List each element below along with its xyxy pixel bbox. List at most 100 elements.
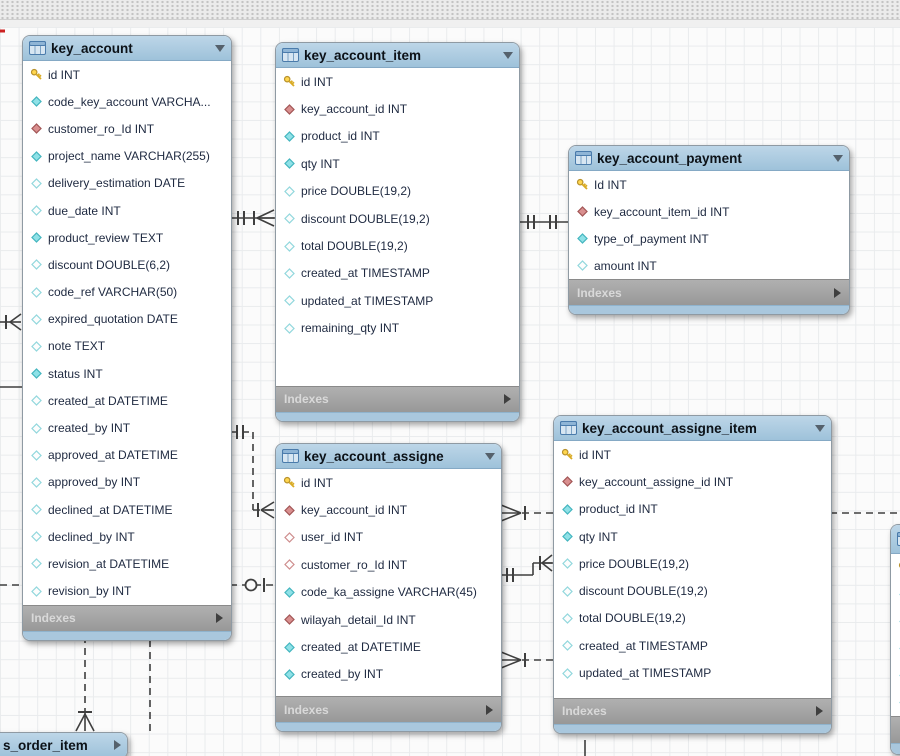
- column-row[interactable]: updated_at TIMESTAMP: [554, 659, 831, 686]
- indexes-section[interactable]: Indexes: [554, 697, 831, 724]
- column-row[interactable]: status INT: [23, 360, 231, 387]
- column-row[interactable]: qty INT: [554, 523, 831, 550]
- column-row[interactable]: [891, 635, 900, 662]
- column-row[interactable]: discount DOUBLE(19,2): [554, 577, 831, 604]
- column-row[interactable]: updated_at TIMESTAMP: [276, 287, 519, 314]
- column-row[interactable]: declined_at DATETIME: [23, 496, 231, 523]
- column-row[interactable]: product_id INT: [276, 123, 519, 150]
- column-row[interactable]: price DOUBLE(19,2): [554, 550, 831, 577]
- column-row[interactable]: declined_by INT: [23, 523, 231, 550]
- collapse-arrow-icon[interactable]: [485, 452, 495, 460]
- table-header[interactable]: key_account: [23, 36, 231, 61]
- column-label: approved_at DATETIME: [48, 448, 178, 463]
- indexes-section[interactable]: Indexes: [276, 385, 519, 412]
- column-row[interactable]: code_ref VARCHAR(50): [23, 279, 231, 306]
- key_account-to-key_account_item[interactable]: [230, 209, 275, 227]
- expand-arrow-icon[interactable]: [114, 740, 121, 750]
- column-row[interactable]: remaining_qty INT: [276, 315, 519, 342]
- table-key_account_item[interactable]: key_account_item id INT key_account_id INT…: [275, 42, 520, 422]
- column-row[interactable]: code_key_account VARCHA...: [23, 88, 231, 115]
- table-key_account[interactable]: key_account id INT code_key_account VARCHA…: [22, 35, 232, 641]
- column-row[interactable]: created_by INT: [276, 661, 501, 688]
- collapse-arrow-icon[interactable]: [215, 44, 225, 52]
- table-key_account_assigne_item[interactable]: key_account_assigne_item id INT key_accoun…: [553, 415, 832, 734]
- column-row[interactable]: id INT: [276, 68, 519, 95]
- column-row[interactable]: total DOUBLE(19,2): [276, 232, 519, 259]
- indexes-expand-arrow-icon[interactable]: [834, 287, 841, 298]
- collapse-arrow-icon[interactable]: [815, 424, 825, 432]
- column-row[interactable]: type_of_payment INT: [569, 225, 849, 252]
- column-row[interactable]: created_at TIMESTAMP: [554, 632, 831, 659]
- column-row[interactable]: created_at TIMESTAMP: [276, 260, 519, 287]
- column-row[interactable]: discount DOUBLE(19,2): [276, 205, 519, 232]
- indexes-section[interactable]: Indexes: [276, 696, 501, 723]
- column-row[interactable]: [891, 581, 900, 608]
- column-row[interactable]: [891, 554, 900, 581]
- column-row[interactable]: discount DOUBLE(6,2): [23, 251, 231, 278]
- table-partial-right[interactable]: [890, 524, 900, 755]
- table-s_order_item[interactable]: s_order_item: [0, 732, 128, 756]
- indexes-section[interactable]: Indexes: [569, 279, 849, 305]
- column-row[interactable]: user_id INT: [276, 524, 501, 551]
- key_account_assigne-to-offscreen-right[interactable]: [500, 504, 900, 522]
- column-row[interactable]: wilayah_detail_Id INT: [276, 606, 501, 633]
- column-row[interactable]: total DOUBLE(19,2): [554, 605, 831, 632]
- dashed-down-to-s_order_item-with-foot[interactable]: [75, 636, 95, 732]
- column-row[interactable]: key_account_id INT: [276, 496, 501, 523]
- column-row[interactable]: amount INT: [569, 252, 849, 279]
- column-row[interactable]: revision_by INT: [23, 578, 231, 605]
- table-header[interactable]: s_order_item: [0, 733, 127, 756]
- key_account_assigne-to-key_account_assigne_item[interactable]: [500, 554, 553, 582]
- column-row[interactable]: Id INT: [569, 171, 849, 198]
- column-row[interactable]: [891, 689, 900, 716]
- column-row[interactable]: expired_quotation DATE: [23, 306, 231, 333]
- table-key_account_payment[interactable]: key_account_payment Id INT key_account_ite…: [568, 145, 850, 315]
- column-label: key_account_id INT: [301, 503, 408, 518]
- offscreen-left-many-to-key_account[interactable]: [0, 313, 22, 331]
- column-row[interactable]: product_review TEXT: [23, 224, 231, 251]
- column-row[interactable]: approved_by INT: [23, 469, 231, 496]
- key_account_item-to-key_account_payment[interactable]: [518, 215, 568, 229]
- column-row[interactable]: due_date INT: [23, 197, 231, 224]
- column-row[interactable]: [891, 662, 900, 689]
- column-row[interactable]: customer_ro_Id INT: [23, 115, 231, 142]
- column-row[interactable]: key_account_item_id INT: [569, 198, 849, 225]
- collapse-arrow-icon[interactable]: [833, 154, 843, 162]
- column-row[interactable]: [891, 608, 900, 635]
- column-row[interactable]: revision_at DATETIME: [23, 550, 231, 577]
- key_account_assigne-lower-to-assigne_item-edge[interactable]: [500, 651, 553, 669]
- indexes-expand-arrow-icon[interactable]: [816, 706, 823, 717]
- table-header[interactable]: key_account_assigne: [276, 444, 501, 469]
- column-row[interactable]: note TEXT: [23, 333, 231, 360]
- column-row[interactable]: key_account_id INT: [276, 95, 519, 122]
- column-row[interactable]: customer_ro_Id INT: [276, 551, 501, 578]
- table-header[interactable]: key_account_assigne_item: [554, 416, 831, 441]
- column-row[interactable]: created_at DATETIME: [23, 387, 231, 414]
- column-row[interactable]: approved_at DATETIME: [23, 442, 231, 469]
- column-row[interactable]: id INT: [276, 469, 501, 496]
- table-header[interactable]: key_account_payment: [569, 146, 849, 171]
- column-row[interactable]: delivery_estimation DATE: [23, 170, 231, 197]
- indexes-expand-arrow-icon[interactable]: [486, 704, 493, 715]
- table-key_account_assigne[interactable]: key_account_assigne id INT key_account_id …: [275, 443, 502, 733]
- table-header[interactable]: [891, 525, 900, 554]
- column-row[interactable]: qty INT: [276, 150, 519, 177]
- indexes-section[interactable]: [891, 716, 900, 743]
- column-row[interactable]: id INT: [23, 61, 231, 88]
- column-row[interactable]: price DOUBLE(19,2): [276, 178, 519, 205]
- column-row[interactable]: project_name VARCHAR(255): [23, 143, 231, 170]
- column-row[interactable]: created_by INT: [23, 414, 231, 441]
- column-row[interactable]: code_ka_assigne VARCHAR(45): [276, 579, 501, 606]
- column-row[interactable]: created_at DATETIME: [276, 633, 501, 660]
- indexes-expand-arrow-icon[interactable]: [504, 394, 511, 405]
- key_account-to-key_account_assigne[interactable]: [230, 425, 275, 519]
- collapse-arrow-icon[interactable]: [503, 51, 513, 59]
- column-row[interactable]: key_account_assigne_id INT: [554, 468, 831, 495]
- column-row[interactable]: product_id INT: [554, 496, 831, 523]
- column-row[interactable]: id INT: [554, 441, 831, 468]
- table-header[interactable]: key_account_item: [276, 43, 519, 68]
- offscreen-left-to-key_account_assigne-zero-or-one[interactable]: [0, 578, 275, 592]
- indexes-expand-arrow-icon[interactable]: [216, 613, 223, 624]
- indexes-section[interactable]: Indexes: [23, 604, 231, 631]
